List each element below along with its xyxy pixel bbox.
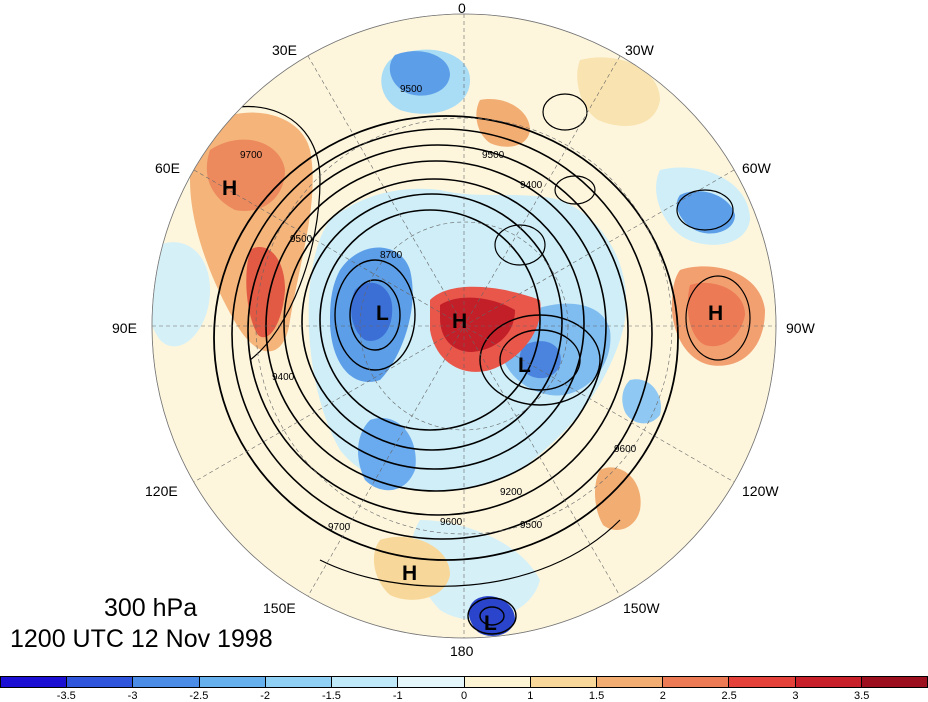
datetime-title: 1200 UTC 12 Nov 1998 <box>10 625 273 653</box>
svg-text:9500: 9500 <box>482 150 505 161</box>
colorbar-tick-label: 3.5 <box>854 690 870 702</box>
svg-text:L: L <box>518 354 531 377</box>
graticule <box>152 14 776 638</box>
colorbar-tick-label: -2.5 <box>189 690 209 702</box>
anomaly-colorbar <box>0 676 928 688</box>
colorbar-segment <box>67 677 134 687</box>
colorbar-tick-label: 0 <box>460 690 468 702</box>
colorbar-tick-label: 1.5 <box>588 690 605 702</box>
colorbar-segment <box>199 677 266 687</box>
lon-label-150w: 150W <box>623 600 660 616</box>
colorbar-segment <box>795 677 862 687</box>
colorbar-segment <box>596 677 664 687</box>
colorbar-segment <box>663 677 730 687</box>
colorbar-tick-label: 1 <box>527 690 534 702</box>
colorbar-segment <box>729 677 796 687</box>
colorbar-segment <box>1 677 68 687</box>
svg-text:H: H <box>222 177 237 200</box>
height-contours <box>199 93 751 635</box>
lon-label-0: 0 <box>458 0 466 16</box>
svg-text:L: L <box>484 612 497 635</box>
contour-value-labels: 9500 9700 9500 9400 8700 9600 9200 9500 9600 9… <box>240 84 637 533</box>
pressure-center-markers: H L H L H H L <box>222 177 723 635</box>
svg-text:9200: 9200 <box>500 487 523 498</box>
lon-label-180: 180 <box>450 643 474 659</box>
lon-label-60w: 60W <box>742 160 771 176</box>
colorbar-segment <box>464 677 531 687</box>
svg-text:9500: 9500 <box>520 520 543 531</box>
svg-text:9600: 9600 <box>440 517 463 528</box>
colorbar-tick-label: -1 <box>392 690 403 702</box>
lon-label-30e: 30E <box>272 42 297 58</box>
colorbar-segment <box>861 677 928 687</box>
lon-label-90w: 90W <box>786 320 815 336</box>
svg-text:H: H <box>452 310 467 333</box>
svg-text:H: H <box>402 562 417 585</box>
svg-text:9500: 9500 <box>400 84 423 95</box>
svg-text:9700: 9700 <box>328 522 351 533</box>
colorbar-segment <box>398 677 465 687</box>
colorbar-tick-label: 2.5 <box>721 690 737 702</box>
lon-label-150e: 150E <box>263 600 296 616</box>
colorbar-tick-label: -3 <box>127 690 138 702</box>
colorbar-segment <box>133 677 200 687</box>
lon-label-60e: 60E <box>155 160 180 176</box>
colorbar-tick-label: 2 <box>659 690 666 702</box>
colorbar-tick-label: -3.5 <box>56 690 76 702</box>
lon-label-30w: 30W <box>625 42 654 58</box>
svg-text:9400: 9400 <box>272 372 295 383</box>
lon-label-120w: 120W <box>742 483 779 499</box>
svg-text:H: H <box>708 302 723 325</box>
colorbar-segment <box>265 677 333 687</box>
colorbar-tick-label: 3 <box>792 690 799 702</box>
svg-text:L: L <box>376 302 389 325</box>
lon-label-90e: 90E <box>112 320 137 336</box>
svg-text:9500: 9500 <box>290 234 313 245</box>
level-title: 300 hPa <box>104 594 198 622</box>
colorbar-tick-label: -2 <box>260 690 271 702</box>
colorbar-tick-label: -1.5 <box>321 690 341 702</box>
svg-text:9600: 9600 <box>614 444 637 455</box>
svg-text:8700: 8700 <box>380 250 403 261</box>
colorbar-segment <box>530 677 597 687</box>
svg-text:9700: 9700 <box>240 150 263 161</box>
colorbar-segment <box>332 677 399 687</box>
svg-text:9400: 9400 <box>520 180 543 191</box>
lon-label-120e: 120E <box>145 483 178 499</box>
